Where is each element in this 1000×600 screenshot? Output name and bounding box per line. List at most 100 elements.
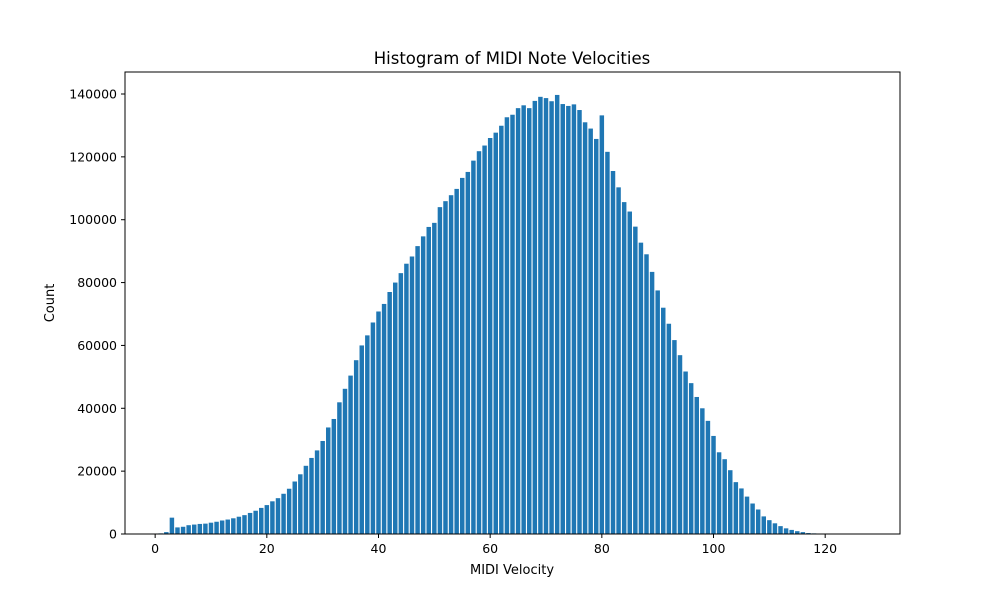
y-tick-label: 120000 [69, 149, 117, 164]
histogram-bar [700, 408, 705, 534]
plot-frame [124, 71, 901, 535]
histogram-bar [225, 519, 230, 534]
histogram-bar [666, 323, 672, 534]
histogram-bar [638, 242, 644, 534]
histogram-bar [219, 520, 225, 534]
histogram-bar [247, 512, 253, 534]
histogram-bar [326, 427, 331, 534]
histogram-bar [633, 226, 638, 534]
histogram-bar [275, 498, 281, 534]
histogram-bar [381, 303, 387, 534]
histogram-bar [772, 523, 778, 534]
histogram-bar [755, 509, 761, 534]
histogram-bar [415, 246, 420, 535]
y-axis: 0 20000 40000 60000 80000 100000 120000 140000 [69, 87, 125, 542]
histogram-bar [716, 452, 722, 534]
histogram-bar [353, 360, 359, 534]
histogram-bar [515, 108, 521, 534]
histogram-bar [688, 383, 694, 534]
histogram-bar [705, 420, 711, 534]
histogram-bar [649, 271, 655, 534]
histogram-bar [476, 151, 482, 534]
x-axis-label: MIDI Velocity [470, 563, 554, 578]
histogram-bar [733, 482, 739, 534]
histogram-bar [309, 457, 314, 534]
bars-group [152, 94, 822, 535]
histogram-bar [672, 340, 677, 534]
histogram-bar [376, 311, 381, 534]
histogram-bar [694, 396, 699, 534]
x-tick-label: 40 [371, 541, 387, 556]
histogram-bar [298, 474, 303, 534]
x-tick-label: 120 [813, 541, 837, 556]
x-axis: 0 20 40 60 80 100 120 [151, 534, 837, 556]
histogram-bar [454, 188, 459, 534]
histogram-bar [621, 202, 627, 535]
histogram-bar [264, 505, 270, 534]
histogram-bar [359, 345, 364, 534]
histogram-bar [744, 496, 750, 534]
histogram-bar [728, 470, 733, 534]
histogram-bar [616, 187, 621, 534]
histogram-bar [722, 459, 727, 534]
histogram-bar [644, 254, 649, 535]
histogram-bar [739, 488, 744, 534]
histogram-bar [259, 507, 264, 534]
histogram-bar [560, 104, 565, 534]
histogram-bar [197, 523, 203, 534]
histogram-bar [331, 418, 337, 534]
histogram-bar [538, 96, 543, 534]
x-tick-label: 100 [702, 541, 726, 556]
y-axis-label: Count [43, 284, 58, 323]
histogram-bar [778, 526, 783, 534]
histogram-bar [286, 488, 292, 534]
histogram-bar [783, 528, 789, 534]
histogram-bar [482, 145, 487, 535]
histogram-bar [465, 171, 471, 534]
histogram-bar [320, 440, 325, 534]
histogram-bar [270, 501, 275, 534]
histogram-bar [404, 263, 409, 534]
histogram-bar [292, 481, 297, 534]
histogram-bar [426, 226, 431, 534]
histogram-bar [387, 292, 392, 534]
histogram-bar [281, 493, 286, 534]
histogram-bar [499, 125, 504, 535]
histogram-bar [186, 525, 191, 534]
histogram-bar [577, 110, 582, 534]
histogram-bar [661, 307, 666, 534]
histogram-bar [588, 128, 593, 534]
histogram-bar [750, 503, 755, 534]
y-tick-label: 140000 [69, 87, 117, 102]
histogram-bar [192, 524, 197, 534]
y-tick-label: 100000 [69, 212, 117, 227]
histogram-bar [175, 527, 180, 534]
histogram-bar [549, 101, 554, 534]
histogram-bar [253, 510, 258, 534]
histogram-bar [208, 522, 214, 534]
y-tick-label: 20000 [77, 464, 117, 479]
histogram-bar [571, 104, 577, 535]
histogram-bar [543, 98, 549, 534]
histogram-bar [655, 290, 660, 534]
histogram-bar [795, 531, 800, 534]
histogram-bar [521, 105, 526, 534]
histogram-bar [236, 516, 242, 534]
histogram-bar [789, 529, 794, 534]
histogram-bar [348, 375, 353, 534]
histogram-bar [448, 195, 454, 534]
histogram-bar [409, 256, 415, 534]
x-tick-label: 0 [151, 541, 159, 556]
histogram-bar [504, 117, 510, 534]
histogram-bar [420, 236, 426, 534]
histogram-bar [554, 94, 560, 534]
histogram-bar [443, 201, 448, 535]
histogram-bar [164, 532, 169, 534]
histogram-bar [605, 151, 610, 534]
histogram-bar [393, 282, 398, 534]
histogram-bar [627, 211, 632, 535]
y-tick-label: 40000 [77, 401, 117, 416]
histogram-bar [510, 114, 515, 535]
y-tick-label: 0 [109, 527, 117, 542]
